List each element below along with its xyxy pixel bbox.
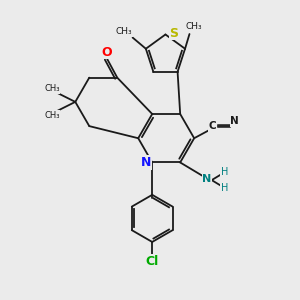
Text: CH₃: CH₃ <box>116 27 132 36</box>
Text: H: H <box>221 167 228 177</box>
Text: CH₃: CH₃ <box>186 22 202 31</box>
Text: CH₃: CH₃ <box>44 111 60 120</box>
Text: N: N <box>202 174 211 184</box>
Text: O: O <box>102 46 112 59</box>
Text: C: C <box>208 122 216 131</box>
Text: Cl: Cl <box>146 255 159 268</box>
Text: S: S <box>169 26 178 40</box>
Text: CH₃: CH₃ <box>44 84 60 93</box>
Text: H: H <box>221 183 228 194</box>
Text: N: N <box>140 156 151 169</box>
Text: N: N <box>230 116 239 126</box>
